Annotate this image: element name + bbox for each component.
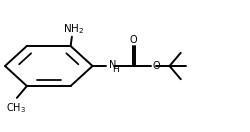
Text: H: H <box>112 65 119 74</box>
Text: NH$_2$: NH$_2$ <box>62 22 84 36</box>
Text: O: O <box>152 61 160 71</box>
Text: N: N <box>109 60 116 70</box>
Text: O: O <box>130 35 138 45</box>
Text: CH$_3$: CH$_3$ <box>6 101 26 115</box>
